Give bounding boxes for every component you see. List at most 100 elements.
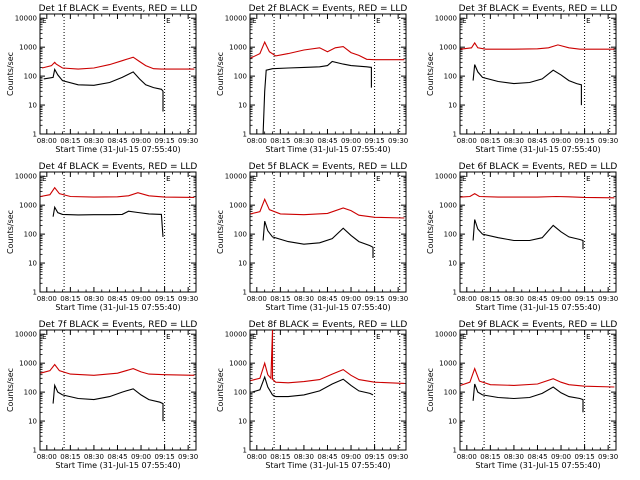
y-axis-label: Counts/sec	[6, 368, 15, 412]
chart-panel: Det 4f BLACK = Events, RED = LLD 1 10 100 10…	[6, 162, 198, 312]
x-tick-label: 08:15	[60, 137, 80, 145]
x-tick-label: 09:00	[341, 453, 361, 461]
chart-title: Det 7f BLACK = Events, RED = LLD	[39, 320, 198, 330]
y-axis-label: Counts/sec	[6, 52, 15, 96]
chart-panel: Det 9f BLACK = Events, RED = LLD 1 10 100 10…	[426, 320, 618, 470]
y-tick-label: 100	[234, 231, 247, 239]
chart-title: Det 1f BLACK = Events, RED = LLD	[39, 4, 198, 14]
x-tick-label: 09:30	[388, 137, 408, 145]
y-tick-label: 10	[448, 260, 457, 268]
x-tick-label: 09:00	[551, 137, 571, 145]
y-axis-label: Counts/sec	[6, 210, 15, 254]
y-tick-label: 1000	[439, 44, 457, 52]
series-events-line	[43, 67, 164, 112]
y-tick-label: 10000	[225, 331, 247, 339]
marker-label: E	[586, 175, 590, 183]
plot-frame	[39, 171, 197, 293]
y-tick-label: 1	[453, 447, 457, 455]
y-tick-label: 1000	[19, 202, 37, 210]
series-events-line	[262, 221, 374, 258]
x-tick-label: 09:00	[131, 137, 151, 145]
y-tick-label: 1000	[19, 360, 37, 368]
x-tick-label: 08:00	[37, 137, 57, 145]
marker-label: E	[42, 17, 46, 25]
chart-panel: Det 8f BLACK = Events, RED = LLD 1 10 100 10…	[216, 320, 408, 470]
y-tick-label: 1	[33, 447, 37, 455]
marker-label: E	[42, 175, 46, 183]
x-tick-label: 09:30	[598, 295, 618, 303]
x-tick-label: 09:15	[574, 453, 594, 461]
x-tick-label: 08:00	[457, 453, 477, 461]
x-axis-label: Start Time (31-Jul-15 07:55:40)	[475, 145, 600, 154]
chart-title: Det 2f BLACK = Events, RED = LLD	[249, 4, 408, 14]
x-tick-label: 08:15	[60, 453, 80, 461]
x-axis-label: Start Time (31-Jul-15 07:55:40)	[265, 303, 390, 312]
y-tick-label: 1000	[229, 202, 247, 210]
x-tick-label: 08:45	[317, 453, 337, 461]
y-tick-label: 1000	[229, 44, 247, 52]
series-events-line	[251, 375, 374, 398]
plot-frame	[249, 329, 407, 451]
y-tick-label: 1000	[439, 202, 457, 210]
series-events-line	[472, 64, 582, 106]
plot-frame	[459, 329, 617, 451]
y-tick-label: 100	[234, 389, 247, 397]
x-tick-label: 09:30	[388, 295, 408, 303]
y-axis-label: Counts/sec	[216, 52, 225, 96]
x-tick-label: 09:15	[364, 453, 384, 461]
x-tick-label: 09:15	[364, 295, 384, 303]
chart-title: Det 4f BLACK = Events, RED = LLD	[39, 162, 198, 172]
plot-frame	[249, 13, 407, 135]
y-tick-label: 1000	[439, 360, 457, 368]
marker-label: E	[252, 175, 256, 183]
y-axis-label: Counts/sec	[216, 210, 225, 254]
y-tick-label: 10000	[225, 15, 247, 23]
plot-frame	[249, 171, 407, 293]
x-tick-label: 08:30	[84, 453, 104, 461]
x-tick-label: 08:30	[504, 137, 524, 145]
y-tick-label: 10	[28, 102, 37, 110]
marker-label: E	[166, 17, 170, 25]
y-tick-label: 10	[448, 418, 457, 426]
x-tick-label: 08:00	[457, 295, 477, 303]
y-tick-label: 100	[444, 231, 457, 239]
x-tick-label: 09:15	[154, 453, 174, 461]
y-tick-label: 1	[33, 289, 37, 297]
x-axis-label: Start Time (31-Jul-15 07:55:40)	[55, 461, 180, 470]
x-axis-label: Start Time (31-Jul-15 07:55:40)	[265, 145, 390, 154]
x-tick-label: 09:00	[551, 453, 571, 461]
y-axis-label: Counts/sec	[216, 368, 225, 412]
series-lld-line	[250, 197, 405, 219]
marker-label: E	[166, 175, 170, 183]
series-lld-line	[40, 186, 195, 198]
plot-frame	[459, 171, 617, 293]
x-tick-label: 08:00	[247, 295, 267, 303]
x-tick-label: 08:15	[270, 137, 290, 145]
chart-panel: Det 7f BLACK = Events, RED = LLD 1 10 100 10…	[6, 320, 198, 470]
x-tick-label: 09:15	[364, 137, 384, 145]
x-tick-label: 09:15	[154, 295, 174, 303]
y-tick-label: 10	[28, 260, 37, 268]
series-lld-line	[41, 56, 195, 70]
chart-title: Det 5f BLACK = Events, RED = LLD	[249, 162, 408, 172]
chart-title: Det 6f BLACK = Events, RED = LLD	[459, 162, 618, 172]
x-axis-label: Start Time (31-Jul-15 07:55:40)	[265, 461, 390, 470]
x-tick-label: 08:00	[37, 453, 57, 461]
x-tick-label: 09:00	[341, 137, 361, 145]
y-tick-label: 10000	[435, 331, 457, 339]
x-tick-label: 08:00	[37, 295, 57, 303]
x-tick-label: 09:00	[551, 295, 571, 303]
y-tick-label: 1000	[229, 360, 247, 368]
x-axis-label: Start Time (31-Jul-15 07:55:40)	[55, 303, 180, 312]
marker-label: E	[252, 333, 256, 341]
x-tick-label: 08:30	[84, 137, 104, 145]
y-tick-label: 10	[448, 102, 457, 110]
x-tick-label: 08:30	[294, 137, 314, 145]
y-tick-label: 10000	[15, 15, 37, 23]
marker-label: E	[166, 333, 170, 341]
x-tick-label: 08:30	[294, 453, 314, 461]
y-axis-label: Counts/sec	[426, 368, 435, 412]
series-events-line	[472, 383, 584, 413]
chart-title: Det 3f BLACK = Events, RED = LLD	[459, 4, 618, 14]
